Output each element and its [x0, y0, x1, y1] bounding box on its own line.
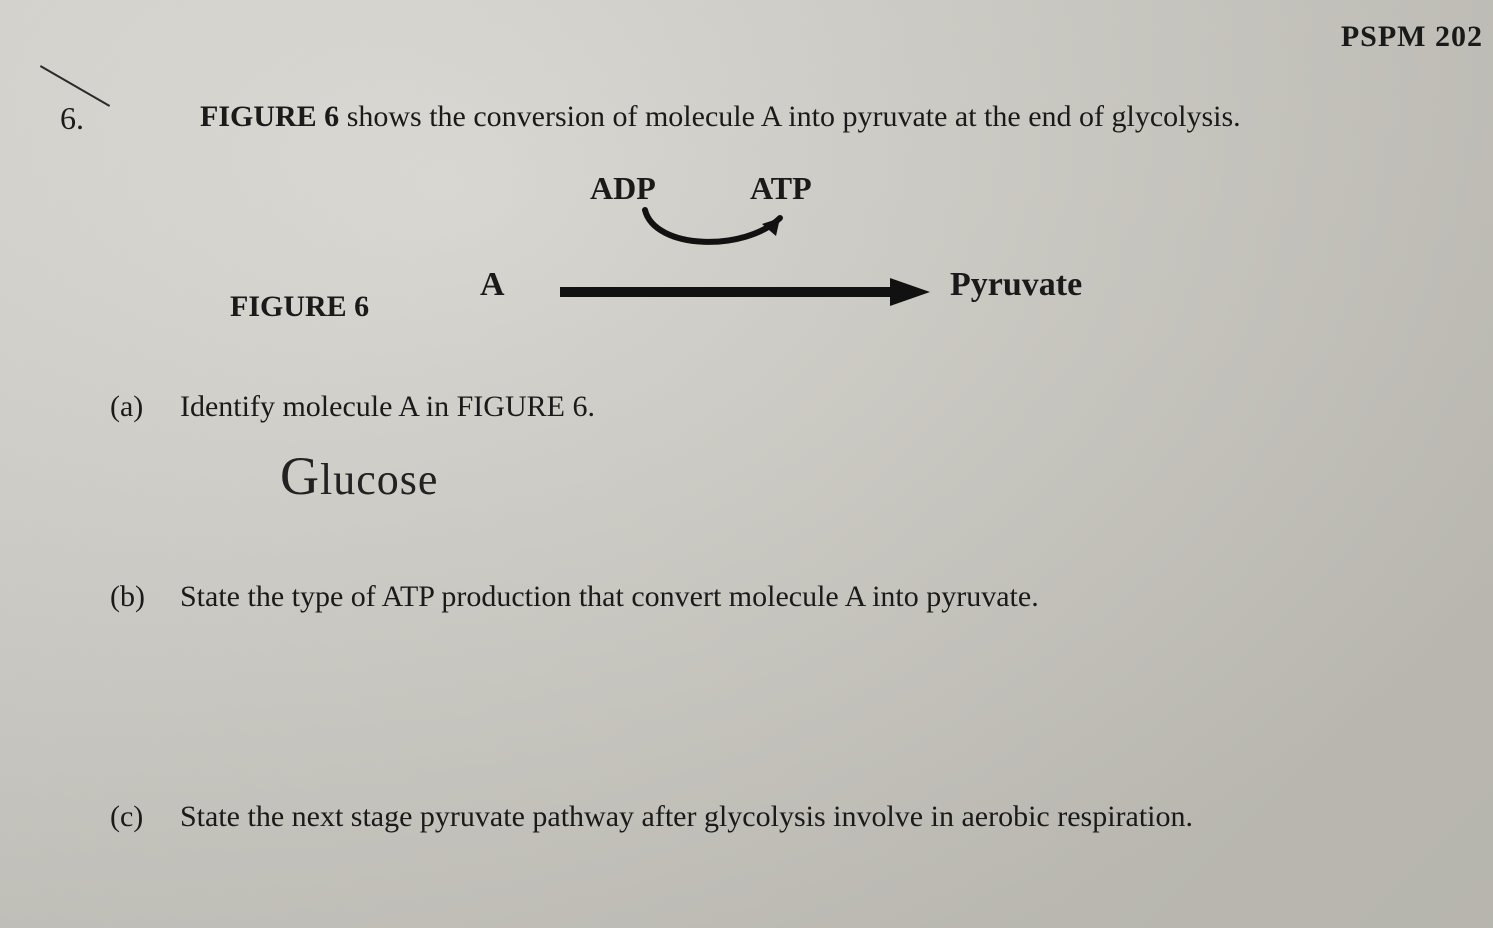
intro-bold: FIGURE 6: [200, 100, 339, 133]
part-a-letter: (a): [110, 390, 180, 424]
reaction-arrow-icon: [560, 278, 930, 306]
handwritten-answer-a: Glucose: [280, 445, 438, 507]
figure-6: ADP ATP A Pyruvate FIGURE 6: [220, 160, 1120, 360]
intro-rest: shows the conversion of molecule A into …: [339, 100, 1241, 133]
pyruvate-label: Pyruvate: [950, 266, 1082, 304]
part-b-letter: (b): [110, 580, 180, 614]
part-b: (b)State the type of ATP production that…: [110, 580, 1039, 614]
molecule-a-label: A: [480, 266, 505, 304]
intro-line: FIGURE 6 shows the conversion of molecul…: [200, 100, 1241, 134]
header-code: PSPM 202: [1341, 20, 1483, 54]
handwritten-rest: lucose: [320, 455, 438, 504]
part-c-letter: (c): [110, 800, 180, 834]
part-a: (a)Identify molecule A in FIGURE 6.: [110, 390, 595, 424]
question-number-text: 6.: [60, 100, 84, 136]
handwritten-cap: G: [280, 446, 320, 506]
vignette: [0, 0, 1493, 928]
page: PSPM 202 6. FIGURE 6 shows the conversio…: [0, 0, 1493, 928]
curved-arrow-icon: [630, 200, 810, 260]
part-c: (c)State the next stage pyruvate pathway…: [110, 800, 1193, 834]
question-number: 6.: [60, 100, 84, 137]
part-a-text: Identify molecule A in FIGURE 6.: [180, 390, 595, 423]
figure-caption: FIGURE 6: [230, 290, 369, 324]
part-b-text: State the type of ATP production that co…: [180, 580, 1039, 613]
part-c-text: State the next stage pyruvate pathway af…: [180, 800, 1193, 833]
